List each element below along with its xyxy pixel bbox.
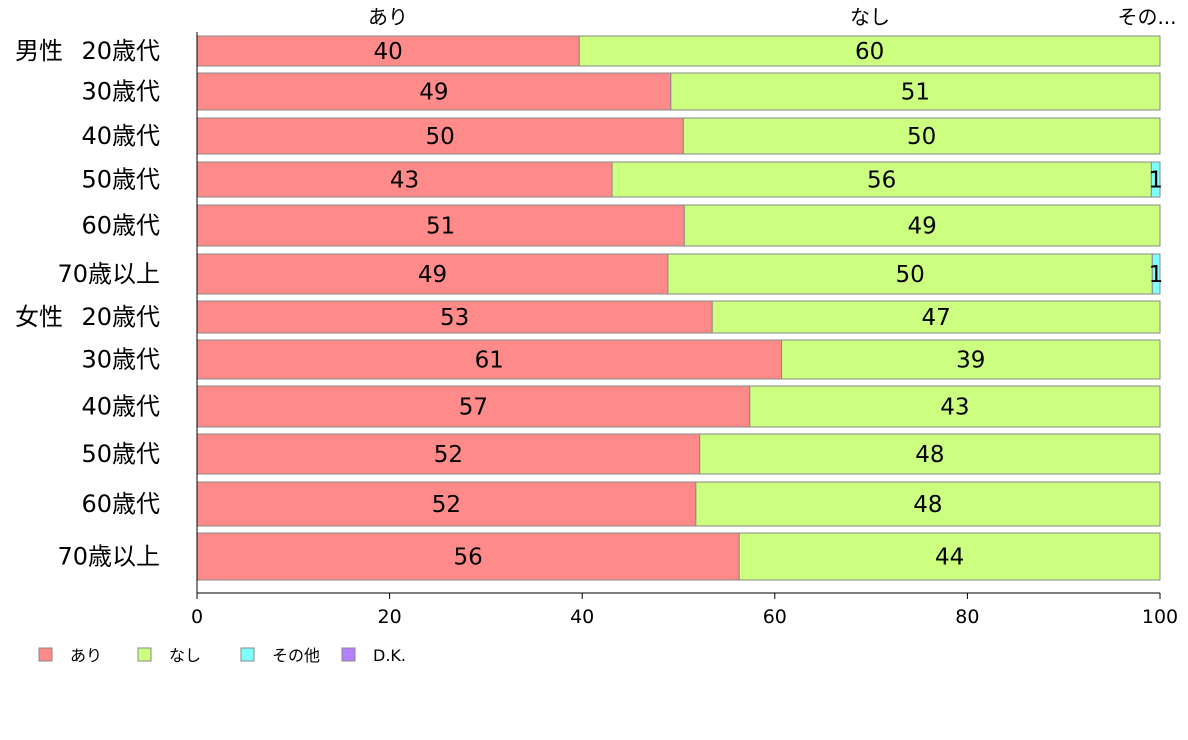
bar-segment bbox=[738, 532, 1161, 581]
data-label: 51 bbox=[901, 80, 930, 106]
group-label: 女性 bbox=[15, 303, 63, 331]
bar-segment bbox=[1150, 161, 1161, 198]
bar-segment bbox=[196, 339, 783, 380]
top-label: なし bbox=[850, 5, 890, 29]
bar-segment bbox=[196, 161, 613, 198]
bar-segment bbox=[682, 117, 1161, 155]
category-label: 20歳代 bbox=[81, 303, 160, 331]
bar-segment bbox=[196, 433, 701, 475]
data-label: 50 bbox=[895, 262, 924, 288]
legend-swatch bbox=[137, 647, 152, 662]
data-label: 56 bbox=[453, 545, 482, 571]
x-tick-label: 0 bbox=[191, 606, 203, 628]
category-label: 20歳代 bbox=[81, 37, 160, 65]
data-label: 50 bbox=[426, 124, 455, 150]
bar-segment bbox=[781, 339, 1161, 380]
bar-segment bbox=[196, 35, 580, 67]
data-label: 48 bbox=[915, 442, 944, 468]
bar-segment bbox=[683, 204, 1161, 247]
data-label: 49 bbox=[419, 80, 448, 106]
legend-swatch bbox=[341, 647, 356, 662]
bar-segment bbox=[196, 117, 684, 155]
data-label: 44 bbox=[935, 545, 964, 571]
bar-segment bbox=[670, 72, 1161, 111]
category-label: 30歳代 bbox=[81, 78, 160, 106]
data-label: 52 bbox=[434, 442, 463, 468]
data-label: 48 bbox=[913, 492, 942, 518]
category-label: 70歳以上 bbox=[57, 543, 160, 571]
data-label: 1 bbox=[1149, 262, 1164, 288]
category-label: 50歳代 bbox=[81, 166, 160, 194]
data-label: 53 bbox=[440, 305, 469, 331]
data-label: 49 bbox=[907, 214, 936, 240]
category-label: 60歳代 bbox=[81, 490, 160, 518]
bar-segment bbox=[695, 481, 1161, 527]
group-label: 男性 bbox=[15, 37, 63, 65]
data-label: 57 bbox=[459, 395, 488, 421]
category-label: 60歳代 bbox=[81, 212, 160, 240]
legend-swatch bbox=[38, 647, 53, 662]
data-label: 50 bbox=[907, 124, 936, 150]
data-label: 43 bbox=[390, 168, 419, 194]
category-label: 40歳代 bbox=[81, 393, 160, 421]
legend-label: D.K. bbox=[373, 646, 406, 665]
data-label: 56 bbox=[867, 168, 896, 194]
legend-swatch bbox=[240, 647, 255, 662]
bar-segment bbox=[196, 72, 672, 111]
data-label: 43 bbox=[940, 395, 969, 421]
bar-segment bbox=[749, 385, 1161, 428]
category-label: 70歳以上 bbox=[57, 260, 160, 288]
data-label: 60 bbox=[855, 39, 884, 65]
legend-label: なし bbox=[169, 646, 201, 665]
bar-segment bbox=[711, 300, 1161, 334]
data-label: 1 bbox=[1148, 168, 1163, 194]
bar-segment bbox=[196, 300, 713, 334]
bar-segment bbox=[196, 253, 669, 295]
category-label: 30歳代 bbox=[81, 346, 160, 374]
top-label: あり bbox=[368, 5, 408, 29]
data-label: 61 bbox=[475, 348, 504, 374]
bar-segment bbox=[611, 161, 1152, 198]
bar-segment bbox=[196, 204, 685, 247]
x-tick-label: 80 bbox=[955, 606, 979, 628]
data-label: 39 bbox=[956, 348, 985, 374]
bar-segment bbox=[196, 532, 740, 581]
data-label: 52 bbox=[432, 492, 461, 518]
x-tick-label: 60 bbox=[763, 606, 787, 628]
bar-segment bbox=[699, 433, 1161, 475]
bar-segment bbox=[196, 385, 751, 428]
x-tick-label: 20 bbox=[378, 606, 402, 628]
data-label: 51 bbox=[426, 214, 455, 240]
category-label: 50歳代 bbox=[81, 440, 160, 468]
bar-segment bbox=[578, 35, 1161, 67]
legend-label: あり bbox=[70, 646, 102, 665]
bar-segment bbox=[1151, 253, 1161, 295]
top-label: その... bbox=[1117, 5, 1176, 29]
x-tick-label: 40 bbox=[570, 606, 594, 628]
category-label: 40歳代 bbox=[81, 122, 160, 150]
legend-label: その他 bbox=[272, 646, 320, 665]
data-label: 47 bbox=[921, 305, 950, 331]
data-label: 40 bbox=[374, 39, 403, 65]
bar-segment bbox=[667, 253, 1153, 295]
data-label: 49 bbox=[418, 262, 447, 288]
x-tick-label: 100 bbox=[1142, 606, 1178, 628]
